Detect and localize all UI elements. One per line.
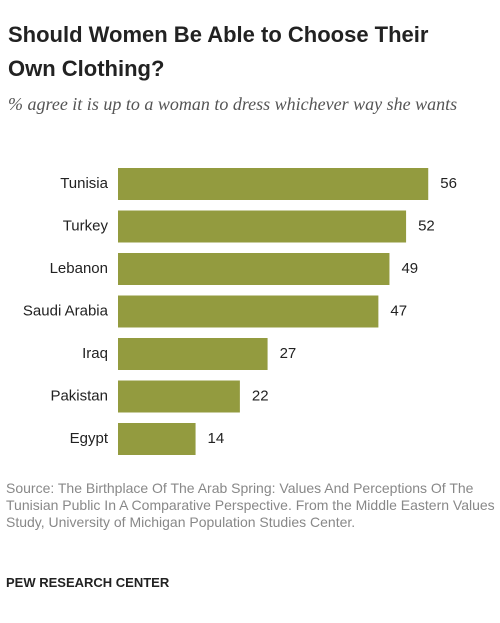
- footer: PEW RESEARCH CENTER: [6, 575, 170, 590]
- value-label: 49: [401, 260, 418, 277]
- category-label: Pakistan: [50, 387, 108, 404]
- bar: [118, 380, 240, 413]
- value-label: 47: [390, 302, 407, 319]
- category-label: Egypt: [70, 430, 109, 447]
- bar: [118, 338, 268, 370]
- chart-title: Should Women Be Able to Choose Their Own…: [8, 22, 429, 81]
- category-label: Lebanon: [50, 260, 108, 277]
- source-note: Source: The Birthplace Of The Arab Sprin…: [6, 480, 495, 530]
- value-label: 22: [252, 387, 269, 404]
- chart: Tunisia 56 Turkey 52 Lebanon 49 Saudi Arabia 47…: [23, 168, 457, 455]
- bar: [118, 423, 196, 455]
- value-label: 14: [208, 430, 225, 447]
- value-label: 56: [440, 175, 457, 192]
- category-label: Tunisia: [60, 175, 108, 192]
- value-label: 52: [418, 217, 435, 234]
- category-label: Turkey: [63, 217, 109, 234]
- category-label: Saudi Arabia: [23, 302, 109, 319]
- category-label: Iraq: [82, 345, 108, 362]
- bar: [118, 253, 390, 285]
- bar: [118, 295, 379, 328]
- bar: [118, 168, 429, 200]
- chart-subtitle: % agree it is up to a woman to dress whi…: [8, 94, 458, 114]
- value-label: 27: [280, 345, 297, 362]
- bar: [118, 210, 407, 243]
